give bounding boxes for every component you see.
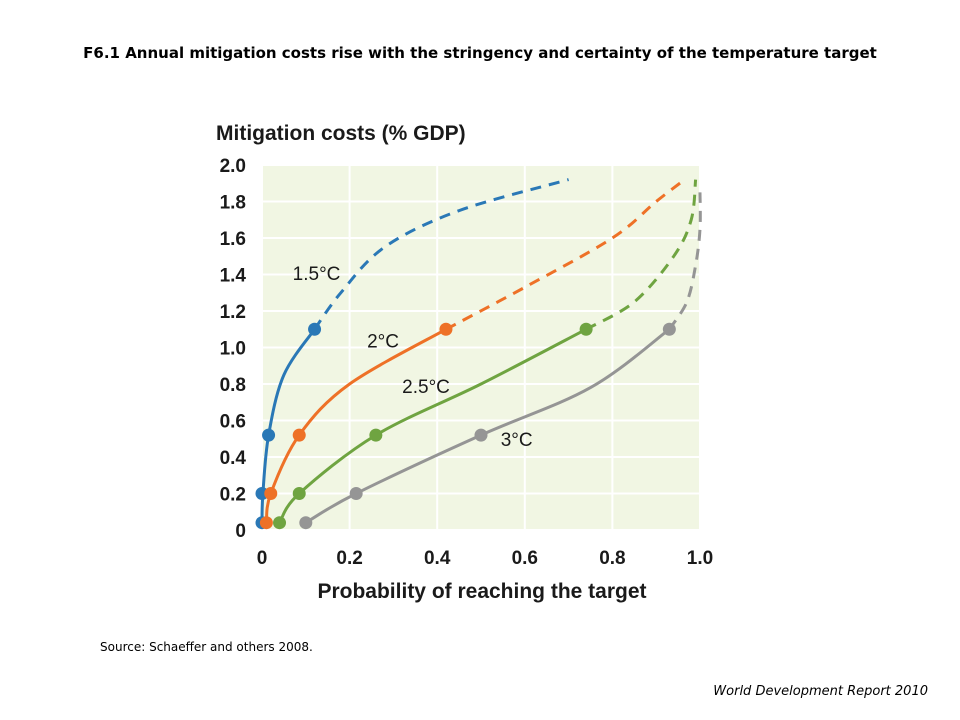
y-tick-label: 1.4 — [220, 266, 247, 287]
series-labels: 1.5°C 2°C 2.5°C 3°C — [293, 264, 533, 451]
y-tick-label: 0.2 — [220, 485, 246, 506]
data-point — [474, 428, 488, 442]
chart-grid — [261, 164, 701, 531]
y-tick-label: 0.6 — [220, 412, 246, 433]
y-tick-label: 0 — [235, 521, 246, 542]
series-label: 2°C — [367, 332, 399, 353]
x-axis-ticks: 0 0.2 0.4 0.6 0.8 1.0 — [257, 548, 714, 569]
data-point — [308, 322, 322, 336]
data-point — [662, 322, 676, 336]
series-label: 2.5°C — [402, 377, 450, 398]
data-point — [299, 516, 313, 530]
x-tick-label: 0.6 — [512, 548, 538, 569]
data-point — [292, 487, 306, 500]
mitigation-cost-chart: 00.20.40.60.81.01.21.41.61.82.0 0 0.2 0.4 0… — [216, 122, 714, 603]
y-tick-label: 0.4 — [220, 448, 247, 469]
series-line-dashed — [313, 178, 570, 331]
data-point — [259, 516, 273, 530]
x-tick-label: 0.2 — [336, 548, 362, 569]
y-axis-title: Mitigation costs (% GDP) — [216, 122, 466, 145]
x-tick-label: 0 — [257, 548, 268, 569]
y-axis-ticks: 0 0.2 0.4 0.6 0.8 1.0 1.2 1.4 1.6 1.8 2.0 — [220, 156, 247, 542]
series-label: 3°C — [501, 430, 533, 451]
source-note: Source: Schaeffer and others 2008. — [100, 640, 313, 654]
series-line-dashed — [445, 178, 686, 331]
y-tick-label: 2.0 — [220, 156, 246, 177]
data-point — [292, 428, 306, 442]
x-tick-label: 0.8 — [599, 548, 625, 569]
series-line-solid — [278, 327, 588, 525]
x-axis-title: Probability of reaching the target — [317, 580, 646, 603]
series-points — [255, 322, 676, 530]
data-point — [349, 487, 363, 500]
y-tick-label: 1.0 — [220, 339, 246, 360]
x-tick-label: 0.4 — [424, 548, 451, 569]
x-tick-label: 1.0 — [687, 548, 713, 569]
slide-title: F6.1 Annual mitigation costs rise with t… — [83, 44, 877, 62]
data-point — [579, 322, 593, 336]
series-line-dashed — [585, 179, 698, 331]
data-point — [439, 322, 453, 336]
data-point — [369, 428, 383, 442]
y-tick-label: 1.2 — [220, 302, 246, 323]
data-point — [264, 487, 278, 500]
data-point — [273, 516, 287, 530]
data-point — [262, 428, 276, 442]
y-tick-label: 1.6 — [220, 229, 246, 250]
y-tick-label: 0.8 — [220, 375, 246, 396]
report-credit: World Development Report 2010 — [713, 684, 928, 699]
series-label: 1.5°C — [293, 264, 341, 285]
series-line-dashed — [668, 192, 702, 331]
y-tick-label: 1.8 — [220, 193, 246, 214]
